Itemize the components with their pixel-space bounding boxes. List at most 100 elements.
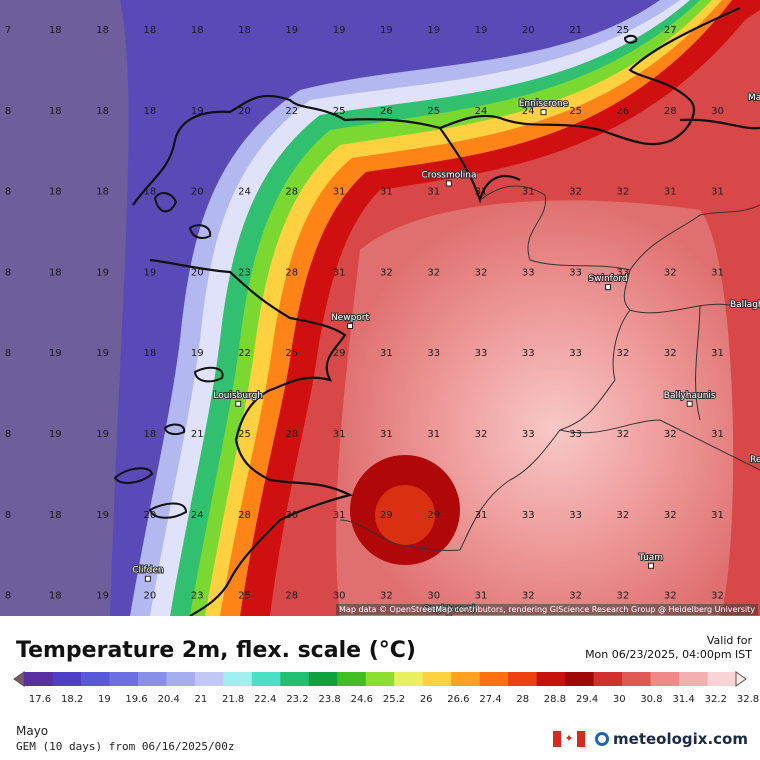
scale-swatch [536, 672, 566, 686]
brand-logo[interactable]: ✦ meteologix.com [553, 730, 748, 748]
scale-swatch [223, 672, 253, 686]
scale-tick-label: 24.6 [351, 694, 373, 705]
grid-value: 23 [238, 267, 251, 278]
temperature-map[interactable]: 7 18 18 18 18 18 19 19 19 19 19 20 21 25 27 8 18 18 18 19 20… [0, 0, 760, 616]
grid-value: 28 [285, 267, 298, 278]
islands [113, 34, 638, 519]
scale-tick-label: 29.4 [576, 694, 598, 705]
town-marker[interactable] [605, 284, 611, 291]
coastline-north [132, 6, 760, 206]
grid-value: 7 [5, 25, 11, 36]
scale-swatch [24, 672, 53, 686]
edge-label-re: Re [750, 455, 760, 465]
grid-value: 25 [238, 429, 251, 440]
grid-value: 31 [711, 429, 724, 440]
grid-value: 19 [333, 25, 346, 36]
scale-tick-label: 23.8 [319, 694, 341, 705]
grid-value: 28 [238, 510, 251, 521]
town-label: Enniscrone [519, 99, 569, 109]
grid-value: 32 [617, 187, 630, 198]
grid-value: 19 [96, 348, 109, 359]
scale-max-arrow [735, 671, 747, 687]
map-canvas: 7 18 18 18 18 18 19 19 19 19 19 20 21 25 27 8 18 18 18 19 20… [0, 0, 760, 616]
grid-value: 19 [380, 25, 393, 36]
grid-value: 32 [569, 591, 582, 602]
legend-title: Temperature 2m, flex. scale (°C) [16, 638, 416, 663]
grid-value: 24 [475, 106, 488, 117]
grid-value: 32 [380, 267, 393, 278]
model-info: GEM (10 days) from 06/16/2025/00z [16, 740, 235, 753]
grid-value: 32 [664, 348, 677, 359]
town-marker[interactable] [347, 323, 353, 329]
grid-value: 28 [664, 106, 677, 117]
grid-value: 19 [96, 510, 109, 521]
scale-swatch [52, 672, 82, 686]
town-marker[interactable] [445, 180, 452, 187]
grid-value: 18 [144, 348, 157, 359]
town-label: Newport [331, 313, 370, 323]
grid-value: 26 [380, 106, 393, 117]
town-marker[interactable] [648, 562, 654, 569]
grid-value: 8 [5, 187, 11, 198]
scale-tick-label: 26 [420, 694, 433, 705]
scale-tick-label: 25.2 [383, 694, 405, 705]
grid-value: 19 [96, 429, 109, 440]
grid-value: 28 [285, 429, 298, 440]
grid-value: 18 [49, 187, 62, 198]
grid-value: 30 [427, 591, 440, 602]
grid-value: 31 [711, 267, 724, 278]
grid-value: 32 [617, 591, 630, 602]
grid-value: 33 [522, 510, 535, 521]
grid-value: 19 [144, 267, 157, 278]
scale-tick-label: 26.6 [447, 694, 469, 705]
valid-label: Valid for [706, 634, 752, 647]
grid-values-layer: 7 18 18 18 18 18 19 19 19 19 19 20 21 25 27 8 18 18 18 19 20… [5, 25, 724, 602]
town-marker[interactable] [144, 575, 151, 582]
grid-value: 24 [238, 187, 251, 198]
grid-value: 32 [617, 510, 630, 521]
grid-value: 29 [427, 510, 440, 521]
grid-value: 32 [522, 591, 535, 602]
scale-tick-label: 30 [613, 694, 626, 705]
scale-swatch [394, 672, 424, 686]
grid-value: 21 [191, 429, 204, 440]
grid-value: 8 [5, 267, 11, 278]
scale-min-arrow [13, 671, 25, 687]
grid-value: 25 [238, 591, 251, 602]
canada-flag-icon: ✦ [553, 731, 586, 747]
coastline-west [149, 258, 354, 616]
grid-value: 31 [333, 429, 346, 440]
grid-value: 19 [427, 25, 440, 36]
town-label: Ballyhaunis [664, 391, 716, 401]
grid-value: 19 [475, 25, 488, 36]
grid-value: 18 [49, 510, 62, 521]
town-label: Tuam [638, 553, 663, 563]
scale-tick-label: 28.8 [544, 694, 566, 705]
grid-value: 25 [285, 348, 298, 359]
grid-value: 25 [617, 25, 630, 36]
grid-value: 30 [285, 510, 298, 521]
grid-value: 18 [49, 267, 62, 278]
grid-value: 27 [664, 25, 677, 36]
scale-tick-label: 32.2 [705, 694, 727, 705]
town-marker[interactable] [235, 400, 242, 407]
grid-value: 18 [49, 591, 62, 602]
scale-swatch [622, 672, 652, 686]
hot-spot-core [375, 485, 435, 545]
map-attribution[interactable]: Map data © OpenStreetMap contributors, r… [336, 604, 758, 615]
town-marker[interactable] [686, 400, 693, 407]
scale-swatch [679, 672, 709, 686]
town-marker[interactable] [445, 614, 452, 616]
town-marker[interactable] [540, 109, 547, 116]
scale-swatch [80, 672, 110, 686]
grid-value: 33 [427, 348, 440, 359]
grid-value: 33 [522, 348, 535, 359]
valid-time-box: Valid for Mon 06/23/2025, 04:00pm IST [585, 634, 752, 662]
scale-swatch [337, 672, 367, 686]
grid-value: 22 [238, 348, 251, 359]
grid-value: 33 [617, 267, 630, 278]
scale-tick-label: 21 [195, 694, 208, 705]
scale-swatch [137, 672, 167, 686]
scale-swatch [280, 672, 310, 686]
grid-value: 8 [5, 348, 11, 359]
